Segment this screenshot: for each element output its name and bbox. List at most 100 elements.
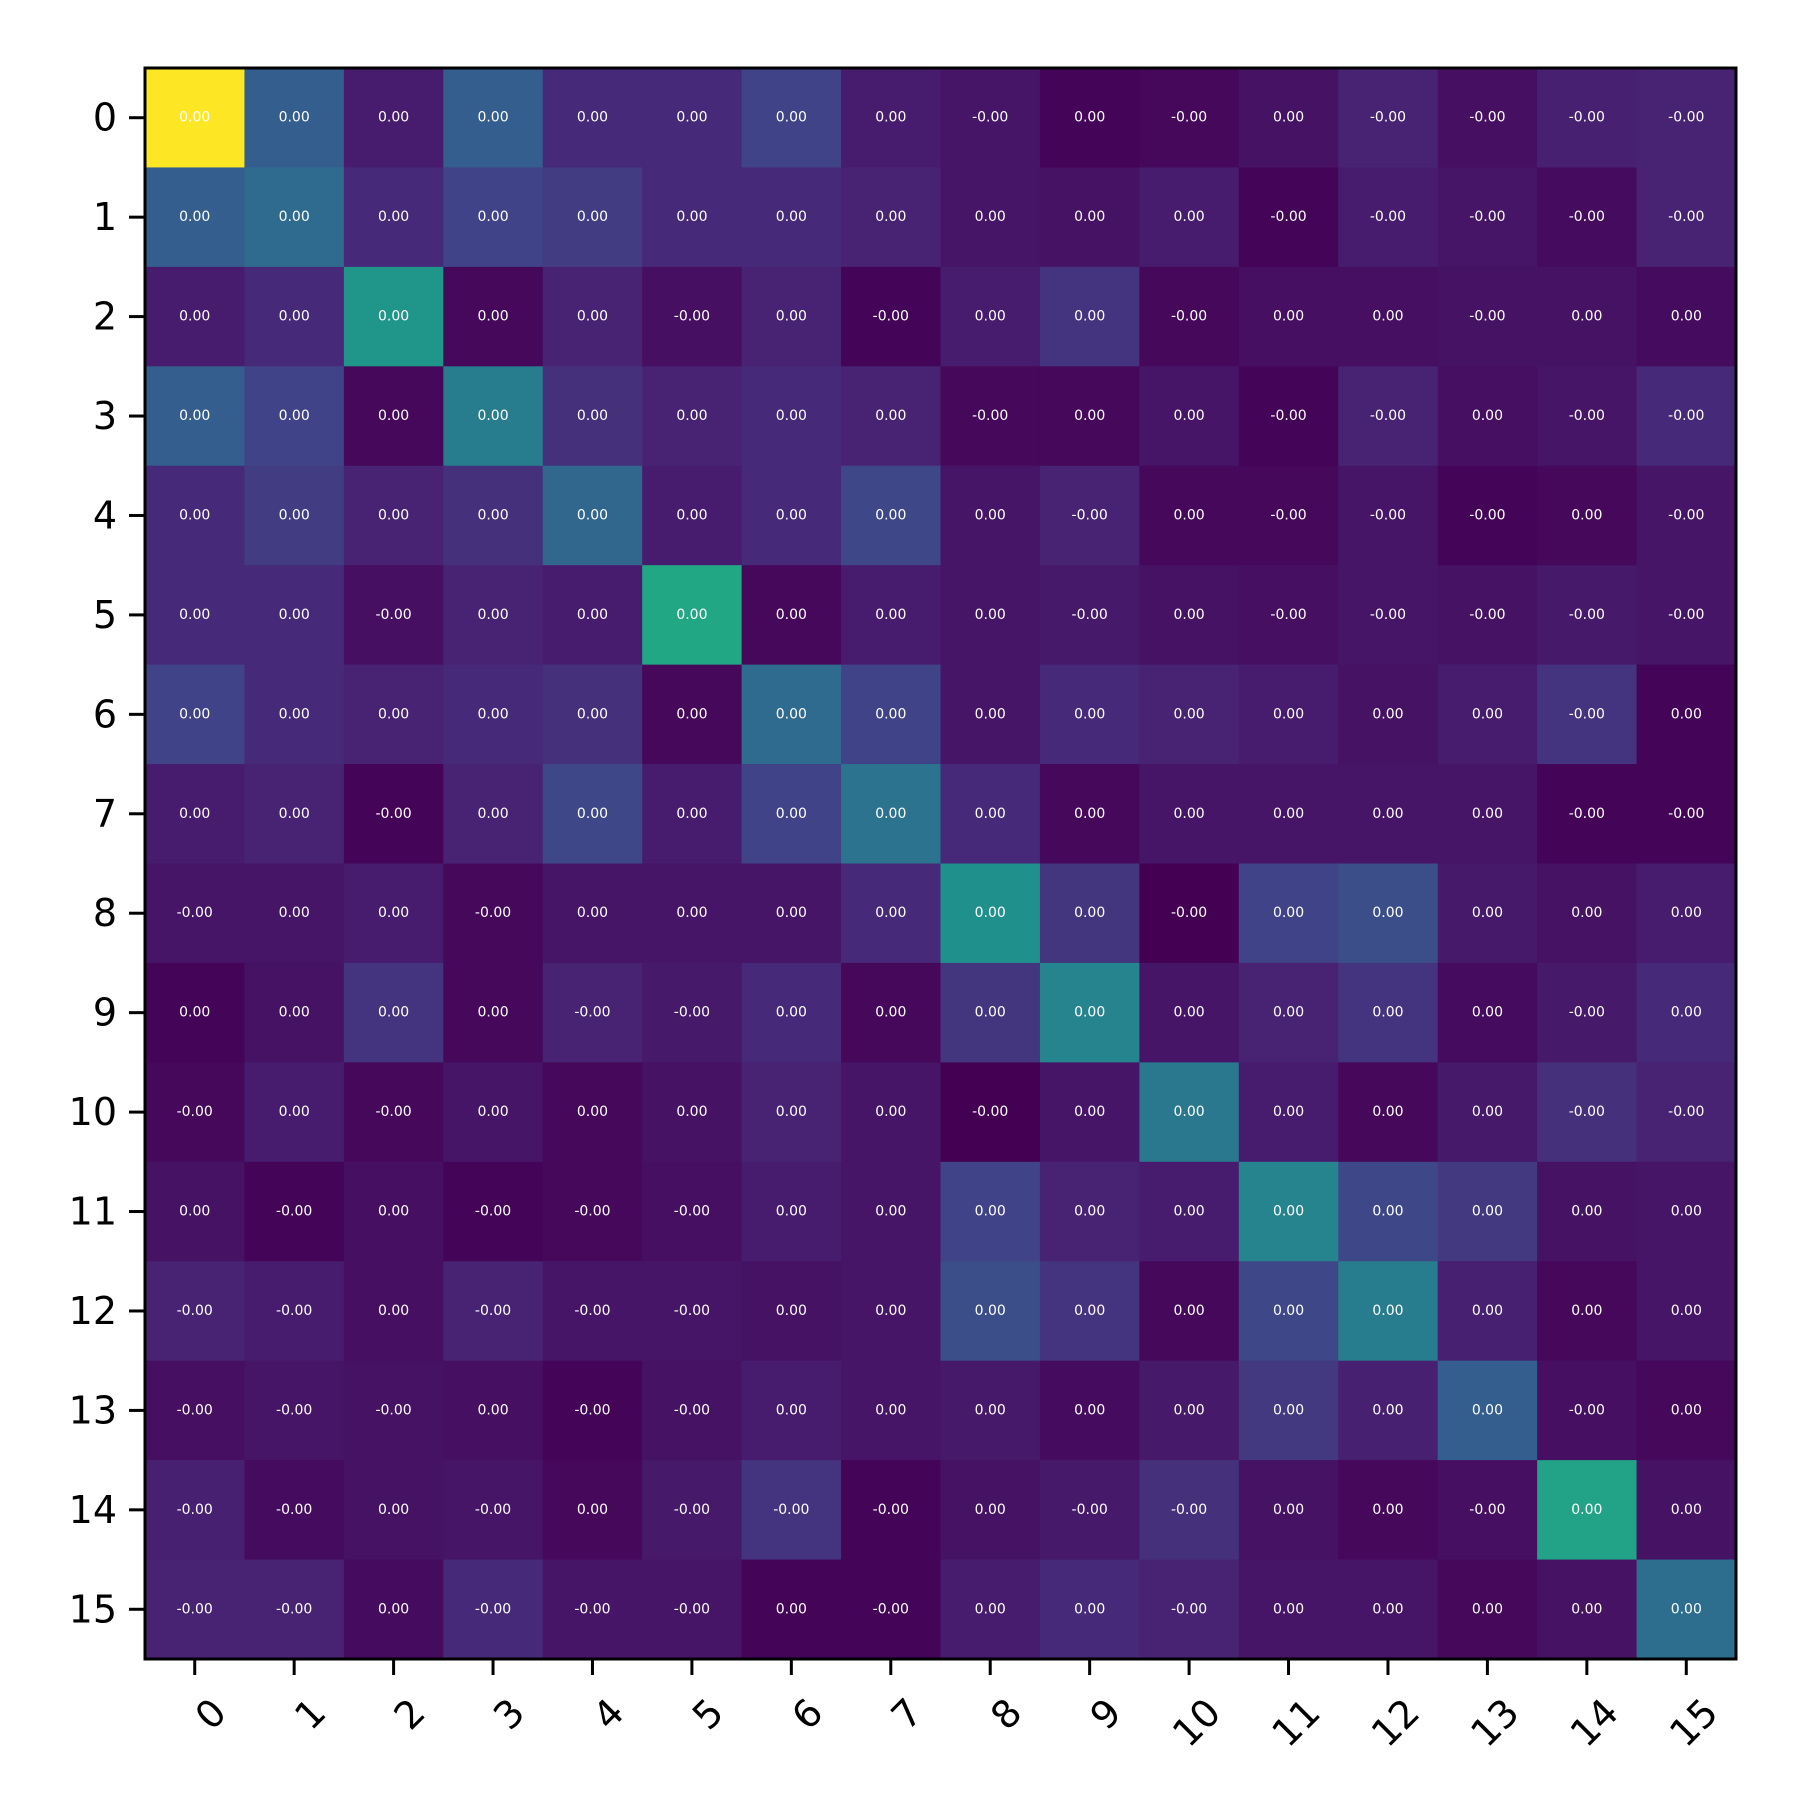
cell-value-label: 0.00 [1372, 1303, 1403, 1319]
heatmap-cell-r11-c2 [343, 1161, 444, 1262]
cell-value-label: 0.00 [179, 706, 210, 722]
heatmap-cell-r5-c15 [1636, 565, 1737, 666]
cell-value-label: 0.00 [676, 408, 707, 424]
cell-value-label: 0.00 [1671, 1502, 1702, 1518]
heatmap-cell-r6-c5 [642, 664, 743, 765]
cell-value-label: 0.00 [776, 1204, 807, 1220]
cell-value-label: 0.00 [477, 1104, 508, 1120]
cell-value-label: 0.00 [477, 408, 508, 424]
cell-value-label: 0.00 [1273, 1303, 1304, 1319]
x-tick-label: 3 [485, 1690, 533, 1738]
heatmap-cell-r8-c3 [443, 863, 544, 964]
cell-value-label: 0.00 [776, 309, 807, 325]
heatmap-cell-r9-c13 [1437, 962, 1538, 1063]
cell-value-label: 0.00 [577, 1502, 608, 1518]
cell-value-label: 0.00 [1174, 1204, 1205, 1220]
cell-value-label: 0.00 [179, 607, 210, 623]
plot-frame [143, 66, 1738, 1661]
cell-value-label: 0.00 [179, 1005, 210, 1021]
y-tick-label: 4 [93, 493, 117, 537]
x-tick-label: 2 [386, 1690, 434, 1738]
heatmap-cell-r3-c11 [1238, 366, 1339, 467]
heatmap-cell-r2-c0 [145, 266, 246, 367]
heatmap-cell-r15-c6 [741, 1559, 842, 1660]
cell-value-label: -0.00 [1469, 209, 1505, 225]
cell-value-label: -0.00 [1469, 1502, 1505, 1518]
heatmap-cell-r13-c5 [642, 1360, 743, 1461]
cell-value-label: 0.00 [279, 806, 310, 822]
heatmap-cell-r14-c5 [642, 1460, 743, 1561]
cell-value-label: 0.00 [477, 209, 508, 225]
cell-value-label: 0.00 [1074, 110, 1105, 126]
cell-value-label: 0.00 [477, 507, 508, 523]
heatmap-cell-r12-c0 [145, 1261, 246, 1362]
cell-value-label: 0.00 [577, 905, 608, 921]
cell-value-label: -0.00 [1171, 309, 1207, 325]
cell-value-label: 0.00 [975, 1601, 1006, 1617]
cell-value-label: 0.00 [1671, 1005, 1702, 1021]
x-tick-label: 1 [286, 1690, 334, 1738]
heatmap-cell-r1-c7 [841, 167, 942, 268]
cell-value-label: -0.00 [276, 1204, 312, 1220]
x-tick-label: 6 [783, 1690, 831, 1738]
heatmap-cell-r5-c7 [841, 565, 942, 666]
heatmap-cell-r0-c7 [841, 68, 942, 169]
heatmap-cell-r0-c3 [443, 68, 544, 169]
cell-value-label: 0.00 [1074, 706, 1105, 722]
heatmap-cell-r2-c15 [1636, 266, 1737, 367]
cell-value-label: 0.00 [1372, 806, 1403, 822]
y-tick-label: 9 [93, 991, 117, 1035]
cell-value-label: 0.00 [1074, 1204, 1105, 1220]
heatmap-cell-r9-c11 [1238, 962, 1339, 1063]
cell-value-label: -0.00 [1370, 607, 1406, 623]
heatmap-cell-r11-c9 [1039, 1161, 1140, 1262]
heatmap-cell-r10-c6 [741, 1062, 842, 1163]
cell-value-label: -0.00 [1270, 408, 1306, 424]
heatmap-cell-r15-c15 [1636, 1559, 1737, 1660]
cell-value-label: 0.00 [875, 507, 906, 523]
heatmap-cell-r8-c11 [1238, 863, 1339, 964]
heatmap-cell-r2-c11 [1238, 266, 1339, 367]
cell-value-label: 0.00 [279, 905, 310, 921]
cell-value-label: 0.00 [975, 1303, 1006, 1319]
heatmap-cell-r8-c12 [1338, 863, 1439, 964]
cell-value-label: -0.00 [574, 1303, 610, 1319]
cell-value-label: 0.00 [975, 1402, 1006, 1418]
heatmap-cell-r3-c8 [940, 366, 1041, 467]
y-tick-label: 7 [93, 792, 117, 836]
cell-value-label: 0.00 [179, 1204, 210, 1220]
heatmap-cell-r7-c15 [1636, 764, 1737, 865]
cell-value-label: 0.00 [1472, 806, 1503, 822]
cell-value-label: -0.00 [1668, 507, 1704, 523]
heatmap-cell-r9-c7 [841, 962, 942, 1063]
cell-value-label: 0.00 [179, 110, 210, 126]
heatmap-cell-r8-c15 [1636, 863, 1737, 964]
heatmap-cell-r10-c12 [1338, 1062, 1439, 1163]
heatmap-cell-r2-c4 [542, 266, 643, 367]
cell-value-label: 0.00 [1472, 905, 1503, 921]
heatmap-cell-r4-c8 [940, 465, 1041, 566]
heatmap-cell-r7-c2 [343, 764, 444, 865]
y-tick-label: 12 [69, 1289, 117, 1333]
cell-value-label: 0.00 [975, 607, 1006, 623]
cell-value-label: 0.00 [676, 806, 707, 822]
cell-value-label: 0.00 [875, 1204, 906, 1220]
heatmap-cell-r3-c7 [841, 366, 942, 467]
cell-value-label: 0.00 [975, 806, 1006, 822]
heatmap-cell-r9-c5 [642, 962, 743, 1063]
cell-value-label: 0.00 [378, 209, 409, 225]
heatmap-cell-r3-c2 [343, 366, 444, 467]
cell-value-label: -0.00 [1569, 706, 1605, 722]
cell-value-label: -0.00 [177, 1402, 213, 1418]
cell-value-label: 0.00 [975, 1204, 1006, 1220]
cell-value-label: -0.00 [1171, 110, 1207, 126]
cell-value-label: 0.00 [1472, 1303, 1503, 1319]
cell-value-label: -0.00 [972, 110, 1008, 126]
heatmap-cell-r4-c14 [1537, 465, 1638, 566]
cell-value-label: 0.00 [1074, 1303, 1105, 1319]
cell-value-label: 0.00 [378, 309, 409, 325]
cell-value-label: 0.00 [279, 607, 310, 623]
heatmap-cell-r4-c4 [542, 465, 643, 566]
cell-value-label: 0.00 [975, 209, 1006, 225]
heatmap-cell-r7-c12 [1338, 764, 1439, 865]
